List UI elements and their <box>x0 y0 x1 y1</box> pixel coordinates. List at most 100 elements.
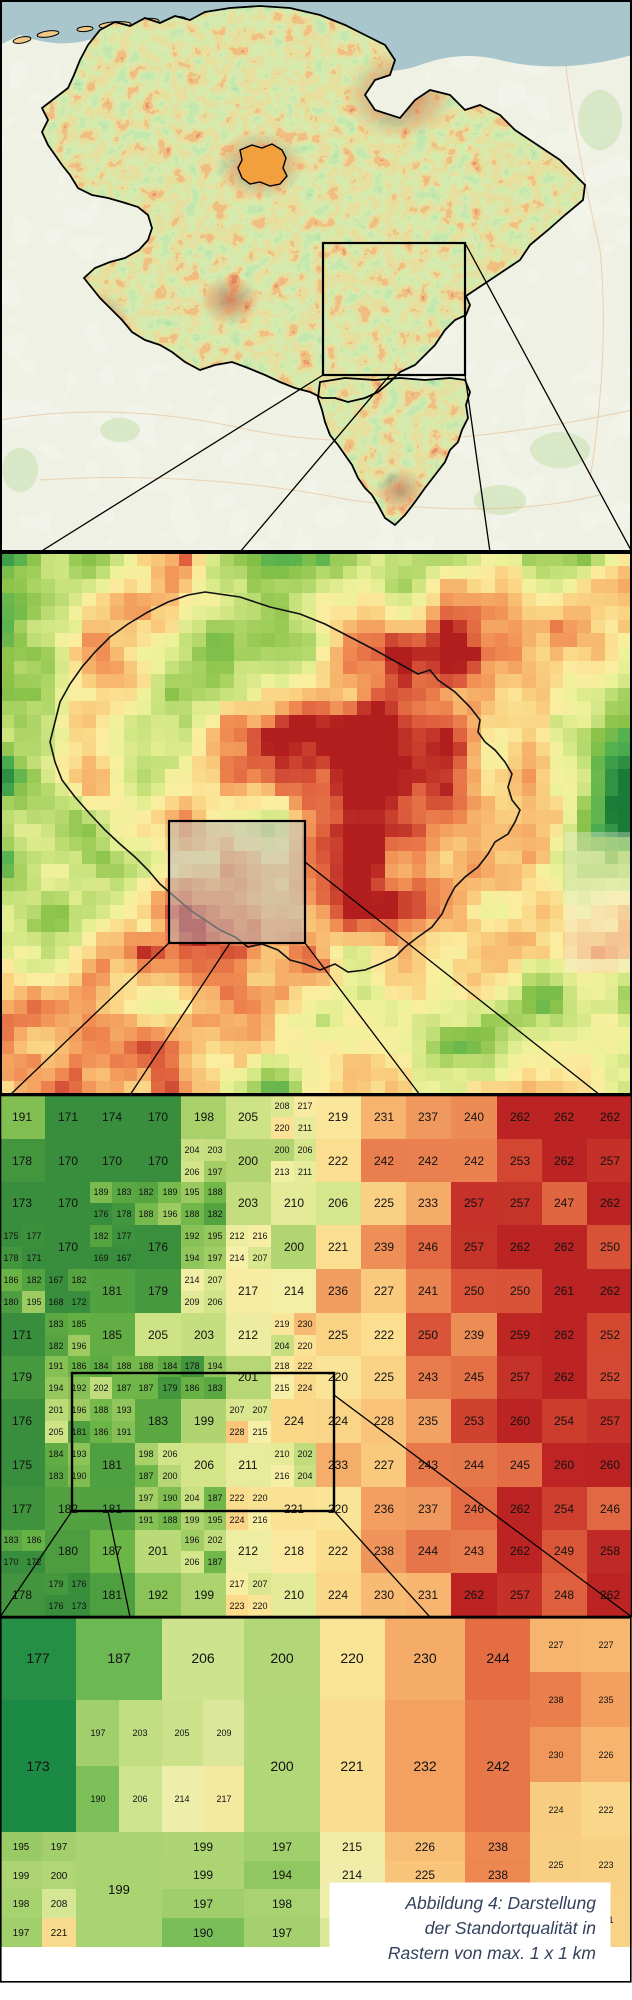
svg-text:224: 224 <box>284 1414 304 1428</box>
svg-text:242: 242 <box>374 1154 394 1168</box>
svg-text:182: 182 <box>48 1341 63 1351</box>
svg-text:217: 217 <box>238 1284 258 1298</box>
svg-text:244: 244 <box>486 1650 510 1666</box>
svg-text:195: 195 <box>13 1842 30 1853</box>
svg-text:257: 257 <box>464 1240 484 1254</box>
svg-text:202: 202 <box>297 1449 312 1459</box>
svg-text:223: 223 <box>229 1601 244 1611</box>
svg-text:183: 183 <box>3 1535 18 1545</box>
svg-text:182: 182 <box>138 1187 153 1197</box>
svg-text:172: 172 <box>71 1297 86 1307</box>
svg-text:237: 237 <box>418 1110 438 1124</box>
svg-text:170: 170 <box>3 1557 18 1567</box>
svg-text:188: 188 <box>116 1361 131 1371</box>
svg-text:248: 248 <box>554 1588 574 1602</box>
svg-text:170: 170 <box>58 1196 78 1210</box>
svg-text:220: 220 <box>297 1341 312 1351</box>
svg-text:194: 194 <box>48 1383 63 1393</box>
svg-text:221: 221 <box>328 1240 348 1254</box>
svg-text:176: 176 <box>48 1601 63 1611</box>
svg-text:170: 170 <box>148 1110 168 1124</box>
svg-text:191: 191 <box>48 1361 63 1371</box>
svg-text:225: 225 <box>374 1196 394 1210</box>
svg-text:200: 200 <box>274 1145 289 1155</box>
svg-text:173: 173 <box>71 1601 86 1611</box>
svg-text:207: 207 <box>252 1405 267 1415</box>
svg-text:224: 224 <box>328 1414 348 1428</box>
svg-text:186: 186 <box>184 1383 199 1393</box>
svg-text:201: 201 <box>48 1405 63 1415</box>
svg-text:178: 178 <box>116 1209 131 1219</box>
svg-text:170: 170 <box>102 1154 122 1168</box>
svg-text:190: 190 <box>162 1493 177 1503</box>
svg-text:196: 196 <box>162 1209 177 1219</box>
svg-text:188: 188 <box>162 1515 177 1525</box>
svg-text:236: 236 <box>374 1502 394 1516</box>
svg-text:200: 200 <box>270 1650 294 1666</box>
svg-text:222: 222 <box>598 1805 613 1815</box>
svg-text:171: 171 <box>12 1328 32 1342</box>
svg-text:214: 214 <box>174 1794 189 1804</box>
svg-text:192: 192 <box>184 1231 199 1241</box>
svg-text:220: 220 <box>328 1502 348 1516</box>
svg-text:222: 222 <box>374 1328 394 1342</box>
svg-text:187: 187 <box>138 1383 153 1393</box>
svg-text:207: 207 <box>229 1405 244 1415</box>
svg-text:188: 188 <box>93 1405 108 1415</box>
svg-text:179: 179 <box>148 1284 168 1298</box>
svg-text:195: 195 <box>207 1515 222 1525</box>
svg-text:170: 170 <box>58 1154 78 1168</box>
svg-text:225: 225 <box>374 1370 394 1384</box>
svg-text:186: 186 <box>26 1535 41 1545</box>
svg-text:211: 211 <box>298 1167 312 1177</box>
svg-text:262: 262 <box>554 1240 574 1254</box>
svg-text:216: 216 <box>252 1231 267 1241</box>
svg-text:170: 170 <box>58 1240 78 1254</box>
svg-text:254: 254 <box>554 1414 574 1428</box>
svg-text:197: 197 <box>272 1926 292 1940</box>
svg-text:237: 237 <box>418 1502 438 1516</box>
svg-text:176: 176 <box>93 1209 108 1219</box>
svg-text:176: 176 <box>148 1240 168 1254</box>
svg-text:246: 246 <box>600 1502 620 1516</box>
svg-text:218: 218 <box>274 1361 289 1371</box>
svg-text:187: 187 <box>102 1544 122 1558</box>
svg-text:195: 195 <box>207 1231 222 1241</box>
svg-text:262: 262 <box>510 1110 530 1124</box>
svg-text:253: 253 <box>510 1154 530 1168</box>
svg-text:241: 241 <box>418 1284 438 1298</box>
svg-text:204: 204 <box>184 1145 199 1155</box>
svg-text:221: 221 <box>284 1502 304 1516</box>
svg-text:180: 180 <box>3 1297 18 1307</box>
svg-text:230: 230 <box>374 1588 394 1602</box>
svg-text:210: 210 <box>284 1196 304 1210</box>
svg-text:260: 260 <box>554 1458 574 1472</box>
svg-text:211: 211 <box>238 1458 257 1472</box>
svg-text:198: 198 <box>138 1449 153 1459</box>
svg-text:262: 262 <box>554 1110 574 1124</box>
svg-text:206: 206 <box>184 1167 199 1177</box>
svg-text:205: 205 <box>174 1728 189 1738</box>
svg-text:177: 177 <box>26 1231 41 1241</box>
svg-text:183: 183 <box>148 1414 168 1428</box>
svg-text:208: 208 <box>274 1101 289 1111</box>
svg-text:177: 177 <box>12 1502 32 1516</box>
svg-text:224: 224 <box>328 1588 348 1602</box>
svg-text:262: 262 <box>600 1284 620 1298</box>
svg-text:175: 175 <box>3 1231 18 1241</box>
svg-text:260: 260 <box>510 1414 530 1428</box>
svg-text:227: 227 <box>548 1640 563 1650</box>
svg-text:262: 262 <box>554 1154 574 1168</box>
svg-text:196: 196 <box>184 1535 199 1545</box>
svg-text:191: 191 <box>12 1110 32 1124</box>
svg-text:169: 169 <box>93 1253 108 1263</box>
svg-text:209: 209 <box>216 1728 231 1738</box>
svg-text:242: 242 <box>486 1758 510 1774</box>
svg-text:215: 215 <box>252 1427 267 1437</box>
svg-text:257: 257 <box>510 1196 530 1210</box>
svg-text:204: 204 <box>184 1493 199 1503</box>
svg-text:184: 184 <box>93 1361 108 1371</box>
svg-text:195: 195 <box>26 1297 41 1307</box>
svg-text:224: 224 <box>548 1805 563 1815</box>
svg-text:215: 215 <box>274 1383 289 1393</box>
